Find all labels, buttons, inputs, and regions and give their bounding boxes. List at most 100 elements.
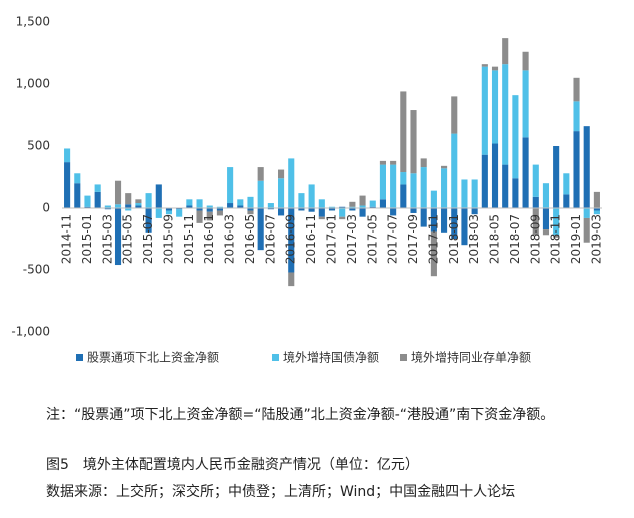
bar: [542, 183, 550, 208]
bar: [104, 205, 111, 208]
bar: [553, 235, 560, 238]
bar: [430, 208, 437, 232]
x-tick-label: 2016-09: [284, 214, 298, 264]
legend-swatch: [400, 354, 407, 361]
bar: [441, 165, 448, 169]
bar: [441, 168, 448, 208]
bar: [542, 229, 550, 236]
bar: [196, 210, 203, 223]
x-tick-label: 2014-11: [60, 214, 74, 264]
bar: [512, 178, 519, 208]
bar: [135, 203, 142, 206]
bar: [451, 208, 458, 239]
bar: [104, 208, 111, 210]
x-tick-label: 2016-01: [202, 214, 216, 264]
bar: [196, 199, 203, 208]
bar: [298, 193, 305, 208]
bar: [471, 208, 478, 215]
bar: [349, 201, 356, 207]
bar: [420, 158, 427, 168]
bar: [583, 208, 590, 218]
bar: [155, 208, 162, 218]
bar: [278, 178, 285, 208]
legend-swatch: [76, 354, 83, 361]
bar: [491, 70, 499, 144]
bar: [390, 160, 397, 165]
bar: [400, 91, 407, 173]
x-tick-label: 2015-05: [121, 214, 135, 264]
bar: [369, 200, 376, 207]
bar: [267, 203, 274, 208]
bar: [532, 208, 539, 236]
bar: [542, 208, 550, 230]
bar: [593, 191, 600, 208]
bar: [349, 206, 356, 208]
bar: [481, 64, 488, 67]
bar: [502, 64, 509, 165]
bar: [420, 208, 427, 227]
bar: [328, 208, 336, 211]
bar: [420, 167, 427, 208]
legend-label: 境外增持国债净额: [283, 350, 379, 365]
bar: [339, 206, 346, 208]
bar: [125, 208, 132, 211]
bar: [196, 208, 203, 211]
bar: [206, 205, 213, 208]
bar: [410, 208, 417, 213]
bar: [74, 173, 81, 184]
bar: [237, 205, 244, 208]
bar: [491, 66, 499, 71]
bar: [522, 137, 529, 208]
bar: [74, 183, 81, 208]
bar: [451, 133, 458, 208]
bar: [94, 191, 101, 208]
x-tick-label: 2015-03: [100, 214, 114, 264]
y-tick-label: -1,000: [11, 325, 50, 339]
y-tick-label: -500: [23, 263, 50, 277]
bar: [84, 195, 91, 207]
x-tick-label: 2019-03: [589, 214, 603, 264]
bar: [451, 96, 458, 134]
bar: [288, 158, 295, 208]
bar: [114, 180, 122, 205]
bar: [369, 206, 376, 208]
bar: [145, 208, 152, 233]
bar: [532, 164, 539, 197]
bar: [390, 164, 397, 208]
x-tick-label: 2016-05: [243, 214, 257, 264]
chart: -1,000 -500 0 500 1,000 1,500 2014-11 2015-01 20…: [11, 15, 603, 365]
bar: [318, 208, 325, 217]
bar: [247, 210, 254, 215]
bar: [379, 164, 386, 200]
x-tick-label: 2015-09: [161, 214, 175, 264]
bar: [461, 179, 468, 208]
bar: [593, 208, 600, 211]
x-tick-label: 2018-11: [549, 214, 563, 264]
bar: [114, 208, 122, 266]
x-tick-label: 2018-03: [467, 214, 481, 264]
bar: [563, 173, 570, 195]
x-tick-label: 2017-09: [406, 214, 420, 264]
bar: [318, 216, 325, 220]
bar: [481, 154, 488, 208]
bar: [553, 208, 560, 236]
bar: [481, 66, 488, 155]
x-tick-label: 2015-11: [182, 214, 196, 264]
bar: [135, 199, 142, 204]
bar: [257, 167, 264, 181]
bar: [359, 195, 366, 206]
bar: [430, 231, 437, 277]
x-tick-label: 2017-11: [426, 214, 440, 264]
bar: [278, 208, 285, 216]
bar: [400, 184, 407, 208]
bar: [583, 126, 590, 208]
bar: [502, 38, 509, 65]
bar: [400, 172, 407, 185]
bar: [359, 205, 366, 208]
bar: [410, 173, 417, 208]
bar: [502, 164, 509, 208]
x-tick-label: 2016-03: [223, 214, 237, 264]
bar: [593, 210, 600, 215]
bar: [206, 208, 213, 212]
legend-swatch: [272, 354, 279, 361]
